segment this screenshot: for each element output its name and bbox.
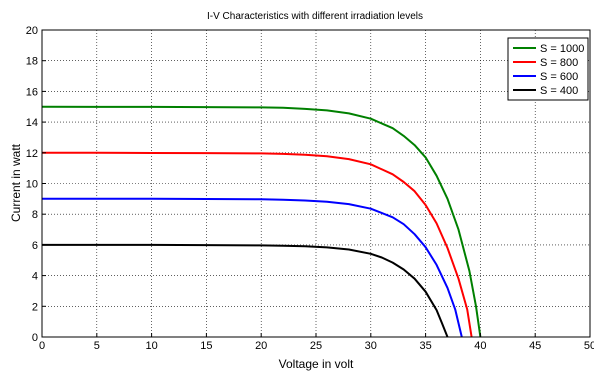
y-tick-label: 12 — [26, 148, 38, 160]
y-tick-label: 8 — [32, 209, 38, 221]
legend-label: S = 600 — [540, 71, 578, 83]
series-line-1 — [41, 105, 482, 338]
x-tick-label: 15 — [200, 340, 212, 352]
legend-label: S = 800 — [540, 57, 578, 69]
x-tick-label: 45 — [529, 340, 541, 352]
y-axis-label: Current in watt — [9, 143, 23, 222]
series-line-4 — [42, 243, 449, 338]
legend-label: S = 1000 — [540, 43, 584, 55]
y-tick-label: 4 — [32, 271, 38, 283]
y-axis-ticks: 0 2 4 6 8 10 12 14 16 18 20 — [26, 25, 46, 344]
chart-title: I-V Characteristics with different irrad… — [207, 11, 423, 22]
y-tick-label: 6 — [32, 240, 38, 252]
series-line-3 — [42, 197, 463, 338]
y-tick-label: 0 — [32, 332, 38, 344]
x-tick-label: 50 — [584, 340, 594, 352]
x-tick-label: 35 — [419, 340, 431, 352]
x-tick-label: 10 — [145, 340, 157, 352]
y-tick-label: 14 — [26, 117, 38, 129]
x-tick-label: 20 — [255, 340, 267, 352]
x-axis-label: Voltage in volt — [279, 357, 354, 371]
series-lines — [41, 105, 482, 338]
x-tick-label: 0 — [39, 340, 45, 352]
x-axis-ticks: 0 5 10 15 20 25 30 35 40 45 50 — [39, 333, 594, 352]
y-tick-label: 10 — [26, 179, 38, 191]
grid-lines — [42, 30, 590, 337]
legend-label: S = 400 — [540, 85, 578, 97]
y-tick-label: 16 — [26, 86, 38, 98]
y-tick-label: 18 — [26, 56, 38, 68]
series-line-2 — [42, 151, 473, 338]
x-tick-label: 40 — [474, 340, 486, 352]
legend: S = 1000 S = 800 S = 600 S = 400 — [507, 37, 589, 101]
x-tick-label: 25 — [310, 340, 322, 352]
x-tick-label: 30 — [365, 340, 377, 352]
y-tick-label: 20 — [26, 25, 38, 37]
y-tick-label: 2 — [32, 301, 38, 313]
x-tick-label: 5 — [94, 340, 100, 352]
